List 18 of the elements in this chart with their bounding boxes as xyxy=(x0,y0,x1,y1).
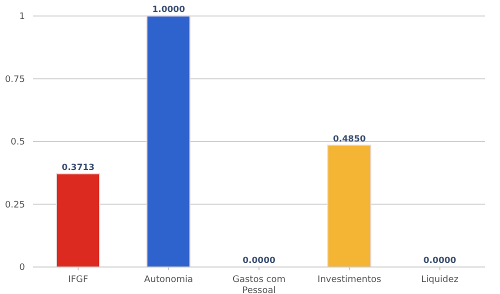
y-tick-label: 0 xyxy=(19,263,26,274)
bar xyxy=(56,173,100,267)
data-label: 0.0000 xyxy=(423,256,456,266)
y-tick-label: 0.75 xyxy=(4,74,25,85)
bar xyxy=(327,144,372,267)
x-tick-label: IFGF xyxy=(68,275,88,285)
y-tick-label: 0.25 xyxy=(4,200,25,210)
y-tick-label: 1 xyxy=(19,12,25,22)
y-tick-label: 0.5 xyxy=(10,138,25,148)
data-label: 1.0000 xyxy=(152,5,186,15)
x-tick-label: Liquidez xyxy=(421,275,459,285)
data-label: 0.3713 xyxy=(62,162,95,173)
bar xyxy=(146,16,190,267)
x-tick-label: Gastos com Pessoal xyxy=(232,275,286,294)
data-label: 0.0000 xyxy=(242,256,276,266)
data-label: 0.4850 xyxy=(332,134,366,144)
x-tick-label: Investimentos xyxy=(318,275,382,285)
x-tick-label: Autonomia xyxy=(144,275,194,285)
